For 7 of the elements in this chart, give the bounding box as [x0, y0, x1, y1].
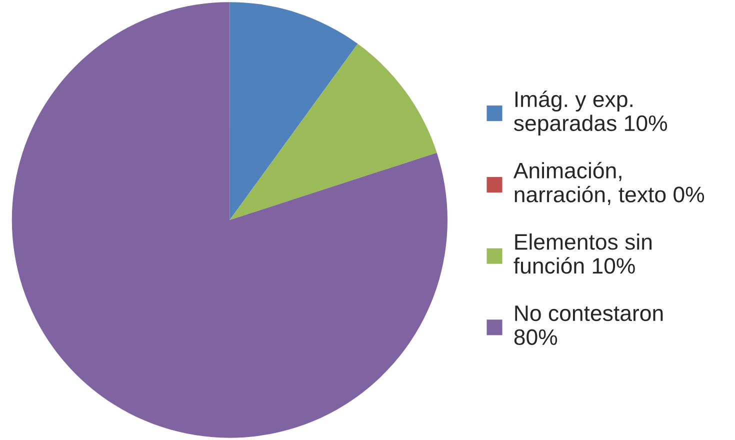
pie-slice [230, 2, 358, 220]
legend-label: Elementos sin función 10% [514, 233, 652, 274]
legend-label: Animación, narración, texto 0% [513, 162, 704, 206]
legend-label: Imág. y exp. separadas 10% [514, 90, 668, 136]
pie-slice [230, 44, 437, 220]
legend-label: No contestaron 80% [514, 306, 663, 346]
pie-slice [12, 2, 448, 438]
